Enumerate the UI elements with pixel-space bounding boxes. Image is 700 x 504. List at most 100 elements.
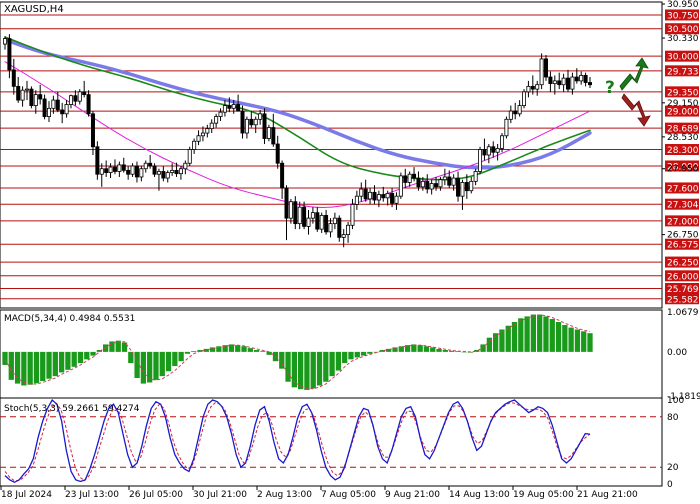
macd-bar bbox=[46, 351, 52, 379]
candle-body bbox=[192, 140, 197, 150]
macd-panel: 1.0679 0.00 -1.1819 bbox=[0, 308, 700, 402]
level-label-bg bbox=[665, 23, 699, 35]
macd-bar bbox=[247, 348, 253, 352]
candle-body bbox=[99, 168, 104, 175]
macd-bar bbox=[411, 344, 417, 352]
price-axis-label: 26.750 bbox=[667, 231, 699, 241]
candle-body bbox=[574, 76, 579, 82]
stoch-axis-label: 80 bbox=[667, 413, 679, 423]
macd-bar bbox=[165, 351, 172, 372]
candle-body bbox=[447, 176, 452, 186]
macd-bar bbox=[430, 347, 436, 352]
candle-body bbox=[478, 149, 483, 172]
candle-body bbox=[451, 177, 456, 186]
candle-body bbox=[420, 180, 425, 188]
macd-bar bbox=[335, 351, 342, 371]
macd-bar bbox=[184, 351, 191, 354]
candle-body bbox=[275, 143, 280, 164]
candle-body bbox=[218, 111, 223, 117]
candle-body bbox=[464, 182, 469, 192]
stoch-main-line bbox=[4, 398, 591, 484]
candle-body bbox=[469, 180, 474, 192]
macd-bar bbox=[8, 351, 14, 380]
candle-body bbox=[381, 194, 386, 199]
x-axis-label: 23 Jul 13:00 bbox=[65, 490, 119, 500]
price-axis-label: 27.950 bbox=[667, 165, 699, 175]
candle-body bbox=[121, 164, 126, 171]
candle-body bbox=[55, 99, 60, 111]
candle-body bbox=[385, 193, 390, 199]
macd-bar bbox=[474, 350, 480, 352]
level-label: 30.000 bbox=[667, 53, 699, 63]
candle-body bbox=[310, 212, 315, 219]
x-axis-label: 26 Jul 05:00 bbox=[129, 490, 183, 500]
candle-body bbox=[209, 122, 214, 130]
ma-slow-line bbox=[3, 37, 592, 170]
candle-body bbox=[82, 91, 87, 96]
macd-bar bbox=[505, 325, 511, 352]
level-label: 27.304 bbox=[667, 201, 699, 211]
macd-bar bbox=[40, 351, 46, 381]
candle-body bbox=[297, 206, 302, 225]
candle-body bbox=[390, 193, 395, 204]
x-axis-label: 14 Aug 13:00 bbox=[449, 490, 510, 500]
candle-body bbox=[557, 80, 562, 86]
level-label-bg bbox=[665, 215, 699, 227]
candle-body bbox=[271, 127, 276, 145]
x-axis-label: 7 Aug 05:00 bbox=[321, 490, 376, 500]
candle-body bbox=[372, 191, 377, 201]
macd-bar bbox=[27, 351, 33, 385]
macd-bar bbox=[354, 351, 360, 358]
macd-bar bbox=[537, 314, 543, 352]
candle-body bbox=[363, 188, 368, 200]
candle-body bbox=[16, 85, 21, 101]
macd-bar bbox=[367, 351, 373, 354]
candle-body bbox=[117, 164, 122, 172]
level-label-bg bbox=[665, 270, 699, 282]
candle-body bbox=[328, 223, 333, 233]
candle-body bbox=[359, 188, 364, 197]
level-label: 30.500 bbox=[667, 25, 699, 35]
candle-body bbox=[244, 118, 249, 134]
candle-body bbox=[29, 88, 34, 106]
candle-body bbox=[231, 104, 236, 109]
macd-bar bbox=[115, 340, 121, 352]
level-label: 27.600 bbox=[667, 184, 699, 194]
candle-body bbox=[108, 166, 113, 173]
candle-body bbox=[319, 214, 324, 230]
stoch-signal-line bbox=[4, 401, 591, 482]
macd-bar bbox=[291, 351, 297, 388]
macd-bar bbox=[203, 348, 209, 352]
macd-bar bbox=[493, 333, 499, 352]
macd-axis-label: 1.0679 bbox=[667, 308, 699, 318]
candle-body bbox=[486, 146, 491, 156]
macd-bar bbox=[524, 316, 530, 352]
candle-body bbox=[306, 217, 311, 227]
candle-body bbox=[434, 183, 439, 188]
candle-body bbox=[86, 94, 91, 115]
level-label: 25.769 bbox=[667, 285, 699, 295]
macd-bar bbox=[109, 341, 115, 352]
candle-body bbox=[178, 168, 183, 175]
candle-body bbox=[456, 177, 461, 197]
candle-body bbox=[170, 169, 175, 173]
candle-body bbox=[227, 105, 232, 109]
macd-bar bbox=[21, 351, 27, 386]
macd-bar bbox=[360, 351, 367, 356]
candle-body bbox=[68, 95, 73, 105]
level-label-bg bbox=[665, 182, 699, 194]
level-label-bg bbox=[665, 293, 699, 305]
level-label: 27.000 bbox=[667, 217, 699, 227]
candle-body bbox=[24, 88, 29, 91]
candle-body bbox=[350, 204, 355, 226]
candle-body bbox=[183, 162, 188, 170]
candle-body bbox=[293, 201, 298, 225]
level-label: 29.000 bbox=[667, 108, 699, 118]
candle-body bbox=[473, 171, 478, 182]
x-axis-label: 18 Jul 2024 bbox=[1, 490, 52, 500]
candle-body bbox=[165, 172, 170, 179]
macd-bar bbox=[147, 351, 153, 383]
macd-bar bbox=[310, 351, 316, 389]
candle-body bbox=[222, 105, 227, 113]
